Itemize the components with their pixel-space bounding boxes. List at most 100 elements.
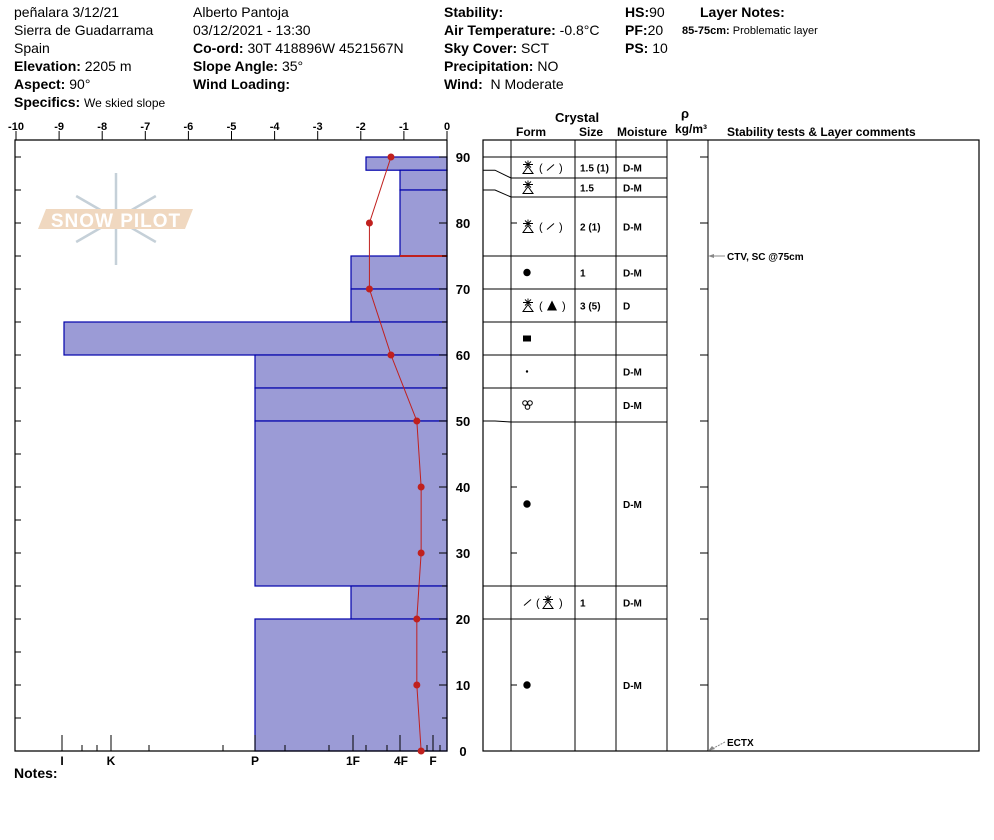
moisture: D-M: [623, 681, 642, 692]
crystal-size: 2 (1): [580, 223, 601, 234]
moisture: D: [623, 302, 630, 313]
temp-tick-label: -4: [270, 121, 281, 133]
arrowhead-icon: [708, 746, 715, 751]
hardness-layer-bar: [254, 420, 448, 587]
paren: ): [559, 222, 563, 234]
stability-comment: ECTX: [727, 738, 754, 749]
melt-form-icon: [524, 404, 531, 410]
rounded-grain-icon: [523, 268, 531, 277]
slash-icon: [546, 164, 555, 171]
moisture: D-M: [623, 184, 642, 195]
table-row-line: [483, 189, 667, 198]
paren: ): [562, 301, 566, 313]
temperature-point: [413, 615, 421, 623]
site-name: peñalara 3/12/21: [14, 4, 120, 20]
wind: Wind: N Moderate: [444, 75, 564, 93]
hardness-layer-bar: [399, 169, 448, 191]
height-tick-label: 50: [456, 414, 470, 429]
temperature-point: [413, 681, 421, 689]
wind-value: N Moderate: [490, 76, 564, 92]
temp-tick-label: -10: [8, 121, 24, 133]
mixed-form-icon: [522, 224, 534, 233]
moisture: D-M: [623, 269, 642, 280]
crystal-header: Crystal: [555, 110, 600, 125]
datetime: 03/12/2021 - 13:30: [193, 22, 311, 38]
moisture: D-M: [623, 223, 642, 234]
star-icon: [523, 160, 533, 168]
stability-label: Stability:: [444, 4, 504, 20]
pf: PF:20: [625, 21, 663, 39]
faceted-icon: [523, 335, 531, 342]
hs-label: HS:: [625, 4, 650, 20]
paren: ): [559, 598, 563, 610]
snowpilot-logo: SNOW PILOT: [38, 173, 193, 265]
hardness-label: P: [251, 754, 259, 768]
hardness-layer-bar: [365, 156, 448, 171]
elevation-value: 2205 m: [84, 58, 132, 74]
layer-note-range: 85-75cm:: [682, 25, 730, 37]
precip-label: Precipitation:: [444, 58, 534, 74]
slash-icon: [546, 223, 555, 230]
hs: HS:90: [625, 3, 665, 21]
air-temp-label: Air Temperature:: [444, 22, 556, 38]
coord-label: Co-ord:: [193, 40, 244, 56]
temp-tick-label: 0: [444, 121, 450, 133]
pf-label: PF:: [625, 22, 648, 38]
stability-comment: CTV, SC @75cm: [727, 252, 804, 263]
hardness-layer-bar: [254, 387, 448, 422]
temperature-point: [365, 219, 373, 227]
temp-tick-label: -2: [356, 121, 366, 133]
depth-hoar-icon: [547, 300, 557, 311]
country: Spain: [14, 40, 50, 56]
moisture: D-M: [623, 599, 642, 610]
temp-tick-label: -1: [399, 121, 409, 133]
temperature-point: [413, 417, 421, 425]
melt-form-icon: [527, 400, 533, 406]
temperature-point: [417, 549, 425, 557]
observer: Alberto Pantoja: [193, 4, 289, 20]
moisture: D-M: [623, 164, 642, 175]
paren: (: [539, 163, 543, 175]
specifics: Specifics: We skied slope: [14, 93, 165, 112]
hardness-layer-bar: [350, 255, 448, 290]
aspect-label: Aspect:: [14, 76, 66, 92]
arrowhead-icon: [708, 254, 714, 258]
star-icon: [523, 180, 533, 188]
height-tick-label: 90: [456, 150, 470, 165]
table-row-line: [483, 169, 667, 179]
elevation-label: Elevation:: [14, 58, 81, 74]
hardness-label: F: [429, 754, 436, 768]
layer-note: 85-75cm: Problematic layer: [682, 22, 818, 40]
paren: (: [536, 598, 540, 610]
slope-value: 35°: [281, 58, 304, 74]
moisture: D-M: [623, 368, 642, 379]
temperature-point: [417, 483, 425, 491]
moisture: D-M: [623, 401, 642, 412]
sky-cover: Sky Cover: SCT: [444, 39, 549, 57]
elevation: Elevation: 2205 m: [14, 57, 132, 75]
crystal-size: 3 (5): [580, 302, 601, 313]
mixed-form-icon: [522, 165, 534, 174]
specifics-label: Specifics:: [14, 94, 81, 110]
ps-label: PS:: [625, 40, 649, 56]
mixed-form-icon: [542, 600, 554, 609]
height-tick-label: 60: [456, 348, 470, 363]
layer-table-frame: [482, 139, 980, 752]
sky-value: SCT: [521, 40, 550, 56]
rho-header: ρ: [681, 106, 690, 121]
hardness-layer-bar: [350, 288, 448, 323]
mixed-form-icon: [522, 185, 534, 194]
ps-value: 10: [652, 40, 668, 56]
mixed-form-icon: [522, 303, 534, 312]
coord-value: 30T 418896W 4521567N: [247, 40, 404, 56]
temperature-point: [387, 153, 395, 161]
hardness-label: K: [107, 754, 116, 768]
wind-label: Wind:: [444, 76, 483, 92]
crystal-size: 1: [580, 269, 586, 280]
height-tick-label: 0: [459, 744, 466, 759]
height-tick-label: 40: [456, 480, 470, 495]
rounded-grain-icon: [523, 500, 531, 508]
range-name: Sierra de Guadarrama: [14, 22, 154, 38]
slash-icon: [523, 599, 532, 606]
